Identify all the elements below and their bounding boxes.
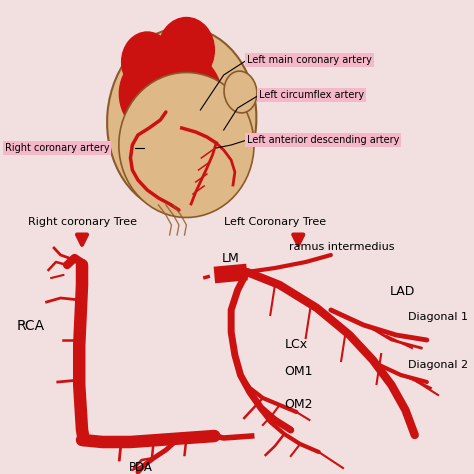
Text: OM2: OM2 [284,398,313,411]
Text: LM: LM [222,252,239,265]
Text: Right coronary Tree: Right coronary Tree [28,217,137,227]
Text: Left anterior descending artery: Left anterior descending artery [247,135,400,145]
Text: PDA: PDA [128,461,153,474]
Text: Right coronary artery: Right coronary artery [5,143,109,153]
Ellipse shape [122,32,173,92]
Text: OM1: OM1 [284,365,313,378]
Text: Left main coronary artery: Left main coronary artery [247,55,372,65]
Text: Left Coronary Tree: Left Coronary Tree [224,217,326,227]
Text: RCA: RCA [17,319,45,333]
Ellipse shape [107,27,256,212]
Text: LAD: LAD [390,285,415,298]
Ellipse shape [158,18,214,82]
Text: ramus intermedius: ramus intermedius [289,242,394,252]
Text: Left circumflex artery: Left circumflex artery [259,90,364,100]
Text: LCx: LCx [284,338,308,351]
Ellipse shape [119,47,222,143]
Ellipse shape [119,73,254,218]
Ellipse shape [224,71,257,113]
Text: Diagonal 2: Diagonal 2 [408,360,468,370]
Text: Diagonal 1: Diagonal 1 [408,312,468,322]
